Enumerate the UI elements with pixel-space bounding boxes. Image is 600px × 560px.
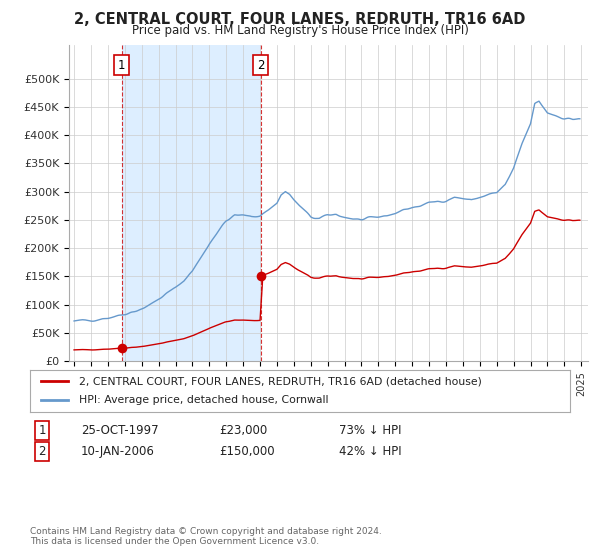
Text: 73% ↓ HPI: 73% ↓ HPI [339,423,401,437]
Text: 25-OCT-1997: 25-OCT-1997 [81,423,158,437]
Text: 42% ↓ HPI: 42% ↓ HPI [339,445,401,459]
Text: HPI: Average price, detached house, Cornwall: HPI: Average price, detached house, Corn… [79,395,328,405]
Text: 2, CENTRAL COURT, FOUR LANES, REDRUTH, TR16 6AD: 2, CENTRAL COURT, FOUR LANES, REDRUTH, T… [74,12,526,27]
Text: 1: 1 [118,59,125,72]
Text: 1: 1 [38,423,46,437]
Text: 2, CENTRAL COURT, FOUR LANES, REDRUTH, TR16 6AD (detached house): 2, CENTRAL COURT, FOUR LANES, REDRUTH, T… [79,376,481,386]
Text: 10-JAN-2006: 10-JAN-2006 [81,445,155,459]
Text: Contains HM Land Registry data © Crown copyright and database right 2024.
This d: Contains HM Land Registry data © Crown c… [30,526,382,546]
Bar [122,45,261,361]
Text: 2: 2 [38,445,46,459]
Text: 2: 2 [257,59,265,72]
Text: £23,000: £23,000 [219,423,267,437]
Text: £150,000: £150,000 [219,445,275,459]
Text: Price paid vs. HM Land Registry's House Price Index (HPI): Price paid vs. HM Land Registry's House … [131,24,469,36]
